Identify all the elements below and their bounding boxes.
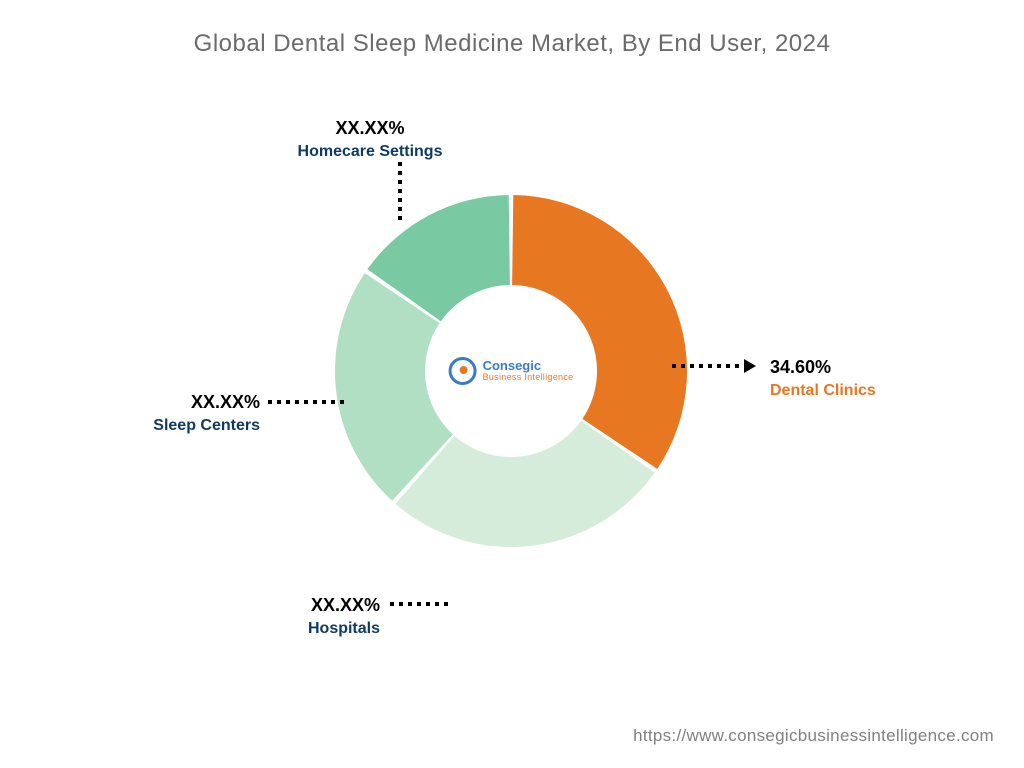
logo-text: Consegic Business Intelligence (483, 359, 574, 383)
chart-title: Global Dental Sleep Medicine Market, By … (0, 30, 1024, 58)
center-logo: Consegic Business Intelligence (449, 357, 574, 385)
logo-icon (449, 357, 477, 385)
donut-chart: Consegic Business Intelligence (335, 195, 687, 547)
leader-dental (672, 364, 744, 368)
label-dental-pct: 34.60% (770, 355, 876, 380)
label-homecare: XX.XX% Homecare Settings (270, 116, 470, 164)
slice-dental-clinics (512, 195, 687, 469)
logo-sub: Business Intelligence (483, 373, 574, 383)
label-homecare-pct: XX.XX% (270, 116, 470, 141)
leader-sleep (268, 400, 346, 404)
label-sleep-pct: XX.XX% (130, 390, 260, 415)
leader-hospitals (390, 602, 450, 606)
label-dental: 34.60% Dental Clinics (770, 355, 876, 403)
footer-url: https://www.consegicbusinessintelligence… (633, 726, 994, 746)
arrow-dental (744, 359, 756, 373)
label-homecare-name: Homecare Settings (270, 141, 470, 163)
label-hospitals-pct: XX.XX% (280, 593, 380, 618)
logo-main: Consegic (483, 359, 574, 373)
label-hospitals-name: Hospitals (280, 618, 380, 640)
label-sleep-name: Sleep Centers (130, 415, 260, 437)
leader-homecare (398, 162, 402, 220)
label-sleep: XX.XX% Sleep Centers (130, 390, 260, 438)
label-dental-name: Dental Clinics (770, 380, 876, 402)
label-hospitals: XX.XX% Hospitals (280, 593, 380, 641)
